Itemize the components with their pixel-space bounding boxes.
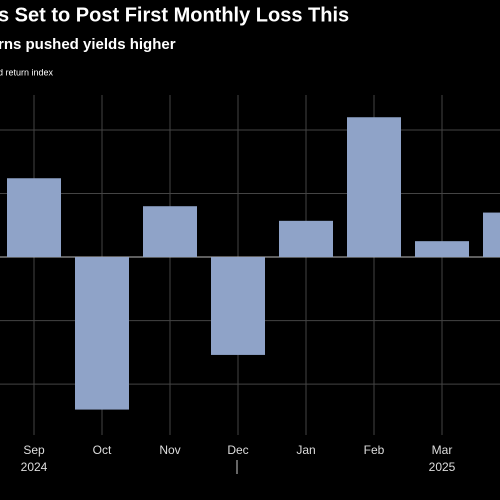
bar	[211, 257, 265, 355]
bar	[143, 206, 197, 258]
bar	[415, 241, 469, 258]
x-tick-label: Oct	[93, 443, 112, 457]
x-tick-label: Dec	[227, 443, 248, 457]
x-tick-label: Nov	[159, 443, 180, 457]
x-year-label: 2024	[21, 460, 48, 474]
bar	[483, 212, 500, 258]
bar	[75, 257, 129, 410]
x-tick-label: Sep	[23, 443, 45, 457]
x-tick-label: Mar	[432, 443, 453, 457]
x-year-label: 2025	[429, 460, 456, 474]
bar	[7, 178, 61, 258]
chart-subtitle: rns pushed yields higher	[0, 36, 176, 53]
bar	[347, 117, 401, 258]
bar	[279, 220, 333, 258]
x-tick-label: Jan	[296, 443, 315, 457]
x-tick-label: Feb	[364, 443, 385, 457]
axis-label: d return index	[0, 67, 54, 77]
chart-title: s Set to Post First Monthly Loss This	[0, 4, 349, 26]
